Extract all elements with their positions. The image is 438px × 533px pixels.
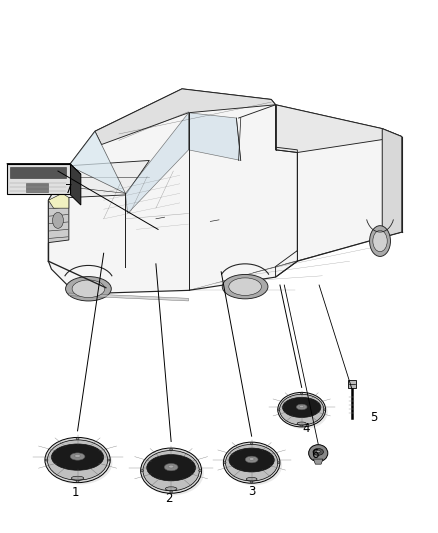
Ellipse shape	[74, 455, 81, 457]
Ellipse shape	[249, 458, 254, 461]
Polygon shape	[48, 198, 69, 243]
Ellipse shape	[141, 470, 144, 472]
Ellipse shape	[53, 213, 64, 228]
Ellipse shape	[66, 277, 111, 301]
Ellipse shape	[147, 455, 195, 481]
Ellipse shape	[45, 459, 48, 461]
Ellipse shape	[71, 476, 84, 480]
Ellipse shape	[316, 450, 320, 453]
Ellipse shape	[244, 476, 259, 481]
FancyBboxPatch shape	[11, 167, 67, 179]
FancyBboxPatch shape	[7, 164, 70, 195]
Ellipse shape	[143, 450, 199, 491]
Text: 7: 7	[65, 183, 73, 196]
Text: 4: 4	[302, 422, 310, 435]
Polygon shape	[69, 293, 188, 301]
Polygon shape	[314, 459, 323, 464]
Ellipse shape	[373, 230, 387, 252]
Ellipse shape	[278, 409, 280, 410]
Ellipse shape	[199, 470, 201, 472]
Ellipse shape	[45, 438, 110, 483]
Ellipse shape	[370, 225, 391, 256]
Ellipse shape	[47, 440, 108, 480]
Ellipse shape	[226, 446, 282, 485]
Ellipse shape	[279, 394, 324, 425]
Ellipse shape	[47, 441, 113, 484]
Polygon shape	[48, 193, 69, 208]
Ellipse shape	[300, 406, 304, 408]
Ellipse shape	[296, 404, 307, 410]
Polygon shape	[70, 164, 81, 205]
Ellipse shape	[170, 491, 173, 493]
Polygon shape	[64, 175, 70, 183]
Ellipse shape	[70, 453, 85, 460]
Polygon shape	[382, 128, 402, 237]
Ellipse shape	[69, 475, 86, 480]
Ellipse shape	[223, 442, 280, 483]
Ellipse shape	[76, 480, 79, 482]
Ellipse shape	[296, 421, 307, 425]
Ellipse shape	[251, 481, 253, 483]
Ellipse shape	[229, 278, 261, 295]
Text: 3: 3	[248, 486, 255, 498]
Ellipse shape	[51, 444, 104, 470]
Polygon shape	[7, 164, 81, 174]
Ellipse shape	[313, 448, 324, 455]
Ellipse shape	[72, 280, 105, 297]
Text: 6: 6	[311, 448, 318, 461]
Ellipse shape	[229, 448, 274, 472]
Ellipse shape	[226, 445, 278, 481]
Polygon shape	[48, 160, 149, 203]
Polygon shape	[125, 113, 188, 214]
Polygon shape	[188, 113, 241, 160]
Ellipse shape	[245, 456, 258, 463]
Polygon shape	[69, 131, 125, 193]
Ellipse shape	[323, 409, 325, 410]
Ellipse shape	[309, 445, 328, 462]
Ellipse shape	[222, 274, 268, 299]
Ellipse shape	[170, 448, 173, 450]
Ellipse shape	[283, 398, 321, 417]
FancyBboxPatch shape	[26, 182, 48, 192]
Ellipse shape	[223, 462, 226, 464]
Ellipse shape	[300, 425, 303, 427]
Ellipse shape	[141, 448, 201, 493]
Ellipse shape	[163, 486, 179, 491]
Polygon shape	[276, 105, 402, 152]
Ellipse shape	[76, 438, 79, 440]
Ellipse shape	[280, 395, 328, 429]
Ellipse shape	[246, 478, 257, 481]
Ellipse shape	[165, 487, 177, 490]
Ellipse shape	[251, 442, 253, 445]
Ellipse shape	[297, 422, 306, 425]
FancyBboxPatch shape	[348, 380, 356, 389]
Polygon shape	[95, 89, 276, 144]
Ellipse shape	[143, 451, 204, 495]
Ellipse shape	[164, 464, 178, 471]
Ellipse shape	[278, 392, 325, 427]
Ellipse shape	[277, 462, 280, 464]
Text: 1: 1	[72, 487, 79, 499]
Ellipse shape	[168, 465, 174, 468]
Text: 5: 5	[370, 411, 377, 424]
Polygon shape	[48, 89, 402, 293]
Ellipse shape	[107, 459, 110, 461]
Text: 2: 2	[165, 492, 173, 505]
Ellipse shape	[300, 393, 303, 394]
